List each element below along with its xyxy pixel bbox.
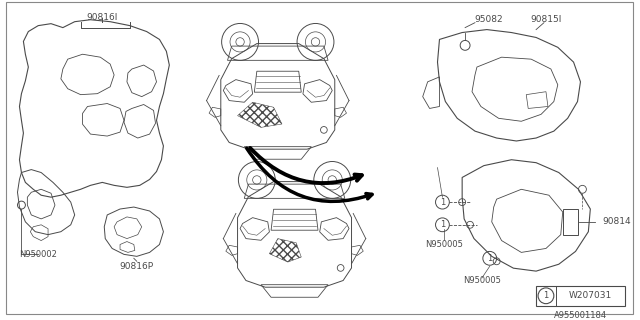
FancyArrowPatch shape (250, 148, 362, 183)
Text: 95082: 95082 (474, 15, 503, 24)
Text: 1: 1 (543, 291, 548, 300)
Text: N950005: N950005 (426, 240, 463, 249)
Text: N950005: N950005 (463, 276, 501, 285)
Bar (536, 286, 625, 306)
Text: 1: 1 (487, 254, 492, 263)
Text: 90816I: 90816I (86, 13, 118, 22)
Text: 90816P: 90816P (120, 262, 154, 271)
Text: 90815I: 90815I (531, 15, 562, 24)
Text: W207031: W207031 (569, 291, 612, 300)
Text: N950002: N950002 (19, 250, 57, 259)
Text: 90814: 90814 (602, 217, 631, 226)
Text: A955001184: A955001184 (554, 311, 607, 320)
Text: 1: 1 (440, 198, 445, 207)
Text: 1: 1 (440, 220, 445, 229)
FancyArrowPatch shape (247, 148, 372, 201)
